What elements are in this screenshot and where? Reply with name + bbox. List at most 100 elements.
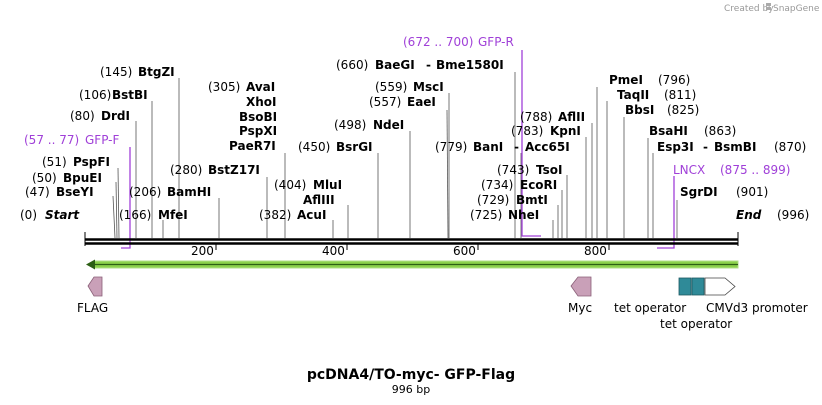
map-length: 996 bp [392, 383, 430, 396]
end-position: (996) [777, 208, 809, 222]
enzyme-bme1580i-name[interactable]: Bme1580I [436, 58, 504, 72]
enzyme-sgrdi-name[interactable]: SgrDI [680, 185, 718, 199]
enzyme-mlui-pos: (404) [274, 178, 306, 192]
primer-marks [121, 50, 675, 249]
enzyme-lines [112, 72, 678, 239]
enzyme-ecori-name[interactable]: EcoRI [520, 178, 557, 192]
ruler-label-800: 800 [584, 244, 607, 258]
enzyme-eaei-name[interactable]: EaeI [407, 95, 436, 109]
enzyme-bstbi-pos: (106) [79, 88, 111, 102]
start-position: (0) [20, 208, 37, 222]
tet-operator-2-label: tet operator [660, 317, 732, 331]
enzyme-drdi-name[interactable]: DrdI [101, 109, 130, 123]
enzyme-separator: - [426, 58, 431, 72]
enzyme-sgrdi-pos: (901) [736, 185, 768, 199]
enzyme-pspfi-pos: (51) [42, 155, 67, 169]
enzyme-pmei-pos: (796) [658, 73, 690, 87]
enzyme-msci-pos: (559) [375, 80, 407, 94]
enzyme-mlui-name[interactable]: MluI [313, 178, 342, 192]
enzyme-bsrgi-pos: (450) [298, 140, 330, 154]
enzyme-acui-pos: (382) [259, 208, 291, 222]
enzyme-pspfi-name[interactable]: PspFI [73, 155, 110, 169]
enzyme-separator: - [703, 140, 708, 154]
primer-gfp-r-range: (672 .. 700) [403, 35, 473, 49]
enzyme-bani-pos: (779) [435, 140, 467, 154]
primer-gfp-f-range: (57 .. 77) [24, 133, 79, 147]
myc-feature[interactable] [570, 276, 592, 297]
enzyme-nhei-name[interactable]: NheI [508, 208, 539, 222]
enzyme-pmei-name[interactable]: PmeI [609, 73, 643, 87]
enzyme-tsoi-name[interactable]: TsoI [536, 163, 562, 177]
enzyme-nhei-pos: (725) [470, 208, 502, 222]
enzyme-btgzi-name[interactable]: BtgZI [138, 65, 175, 79]
enzyme-bpuei-name[interactable]: BpuEI [63, 171, 102, 185]
enzyme-bamhi-name[interactable]: BamHI [167, 185, 211, 199]
enzyme-bstz17i-pos: (280) [170, 163, 202, 177]
enzyme-bamhi-pos: (206) [129, 185, 161, 199]
enzyme-mfei-pos: (166) [119, 208, 151, 222]
enzyme-afliii-name[interactable]: AflIII [303, 193, 335, 207]
enzyme-bsmbi-pos: (870) [774, 140, 806, 154]
enzyme-avai-name[interactable]: AvaI [246, 80, 275, 94]
primer-lncx-name[interactable]: LNCX [673, 163, 705, 177]
enzyme-msci-name[interactable]: MscI [413, 80, 444, 94]
primer-lncx-mark[interactable] [657, 176, 675, 249]
orf-arrow-head-icon [86, 259, 95, 270]
tet-operator-1-feature[interactable] [678, 277, 692, 296]
enzyme-bpuei-pos: (50) [32, 171, 57, 185]
ruler-label-600: 600 [453, 244, 476, 258]
primer-gfp-f-mark[interactable] [121, 147, 131, 249]
enzyme-bseyi-name[interactable]: BseYI [56, 185, 94, 199]
enzyme-paer7i-name[interactable]: PaeR7I [229, 139, 276, 153]
enzyme-baegi-pos: (660) [336, 58, 368, 72]
enzyme-btgzi-pos: (145) [100, 65, 132, 79]
enzyme-bsahi-name[interactable]: BsaHI [649, 124, 688, 138]
snapgene-logo-icon [766, 3, 771, 10]
enzyme-pspxi-name[interactable]: PspXI [239, 124, 277, 138]
cmv-promoter-label: CMVd3 promoter [706, 301, 808, 315]
primer-gfp-f-name[interactable]: GFP-F [85, 133, 120, 147]
enzyme-bsmbi-name[interactable]: BsmBI [714, 140, 756, 154]
enzyme-bani-name[interactable]: BanI [473, 140, 503, 154]
enzyme-ecori-pos: (734) [481, 178, 513, 192]
enzyme-bmti-pos: (729) [477, 193, 509, 207]
enzyme-baegi-name[interactable]: BaeGI [375, 58, 415, 72]
start-label: Start [45, 208, 80, 222]
enzyme-bbsi-pos: (825) [667, 103, 699, 117]
line-bpuei [115, 181, 118, 239]
enzyme-eaei-pos: (557) [369, 95, 401, 109]
enzyme-bstbi-name[interactable]: BstBI [112, 88, 148, 102]
flag-label: FLAG [77, 301, 108, 315]
enzyme-ndei-name[interactable]: NdeI [373, 118, 404, 132]
enzyme-tsoi-pos: (743) [497, 163, 529, 177]
enzyme-bsobi-name[interactable]: BsoBI [239, 110, 277, 124]
cmv-promoter-feature[interactable] [704, 277, 736, 296]
enzyme-bstz17i-name[interactable]: BstZ17I [208, 163, 260, 177]
enzyme-xhoi-name[interactable]: XhoI [246, 95, 277, 109]
enzyme-esp3i-name[interactable]: Esp3I [657, 140, 694, 154]
end-label: End [736, 208, 762, 222]
enzyme-bbsi-name[interactable]: BbsI [625, 103, 654, 117]
enzyme-bmti-name[interactable]: BmtI [516, 193, 548, 207]
backbone [84, 232, 739, 246]
line-bseyi [112, 195, 116, 239]
map-title: pcDNA4/TO-myc- GFP-Flag [307, 367, 515, 383]
enzyme-mfei-name[interactable]: MfeI [158, 208, 188, 222]
flag-feature[interactable] [87, 276, 103, 297]
tet-operator-2-feature[interactable] [691, 277, 705, 296]
enzyme-aflii-name[interactable]: AflII [558, 110, 585, 124]
enzyme-taqii-pos: (811) [664, 88, 696, 102]
myc-label: Myc [568, 301, 592, 315]
primer-gfp-r-name[interactable]: GFP-R [478, 35, 514, 49]
ruler [215, 244, 610, 250]
orf-arrow[interactable] [86, 259, 739, 270]
enzyme-kpni-name[interactable]: KpnI [550, 124, 581, 138]
tet-operator-1-label: tet operator [614, 301, 686, 315]
enzyme-separator: - [514, 140, 519, 154]
primer-gfp-r-mark[interactable] [521, 50, 541, 237]
enzyme-bsrgi-name[interactable]: BsrGI [336, 140, 373, 154]
enzyme-acc65i-name[interactable]: Acc65I [525, 140, 570, 154]
enzyme-acui-name[interactable]: AcuI [297, 208, 326, 222]
enzyme-taqii-name[interactable]: TaqII [617, 88, 649, 102]
ruler-label-200: 200 [191, 244, 214, 258]
